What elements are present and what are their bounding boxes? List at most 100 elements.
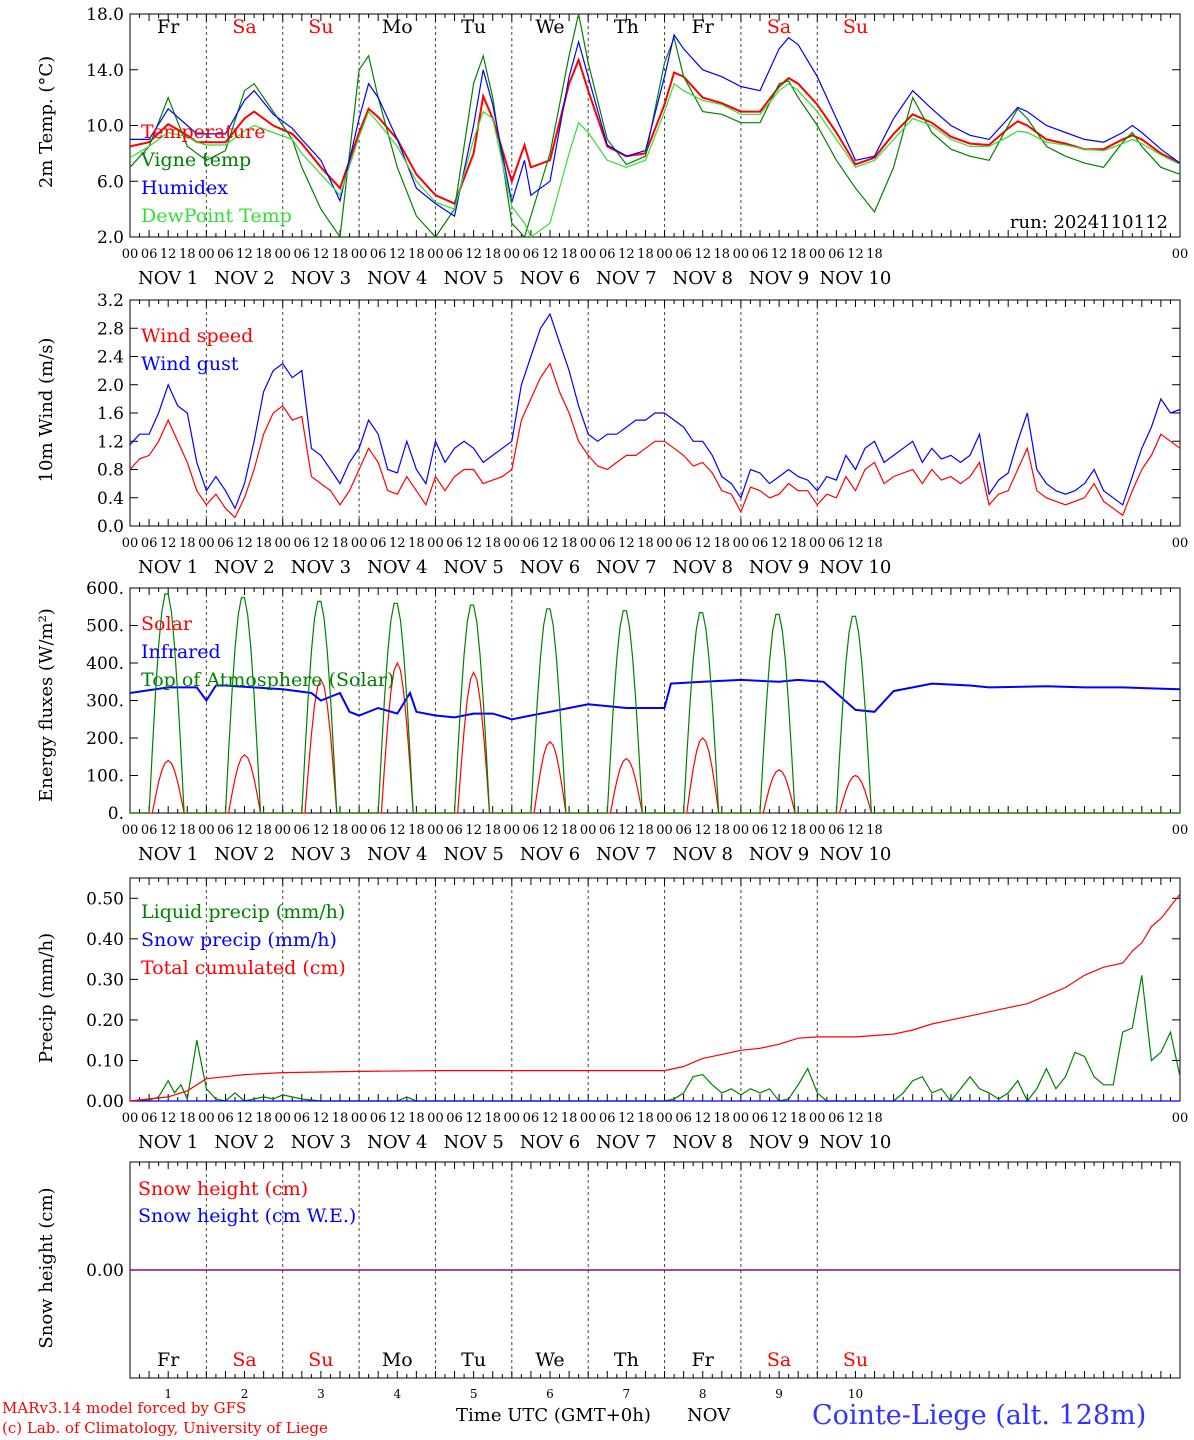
y-tick-label: 0.00 <box>86 1092 124 1112</box>
day-number: 2 <box>241 1387 249 1401</box>
hour-tick-label: 12 <box>160 823 177 838</box>
date-label: NOV 2 <box>214 844 274 865</box>
y-tick-label: 0.00 <box>86 1261 124 1281</box>
hour-tick-label: 18 <box>408 823 425 838</box>
hour-tick-label: 00 <box>809 536 826 551</box>
hour-tick-label: 18 <box>790 823 807 838</box>
hour-tick-label: 06 <box>294 536 311 551</box>
hour-tick-label: 06 <box>446 536 463 551</box>
day-name: Su <box>308 1349 333 1371</box>
hour-tick-label: 06 <box>217 1111 234 1126</box>
hour-tick-label: 00 <box>122 536 139 551</box>
hour-tick-label: 00 <box>580 1111 597 1126</box>
hour-tick-label: 12 <box>542 823 559 838</box>
hour-tick-label: 18 <box>255 1111 272 1126</box>
date-label: NOV 7 <box>596 268 656 289</box>
date-label: NOV 5 <box>443 557 503 578</box>
hour-tick-label: 00 <box>427 536 444 551</box>
day-name: Su <box>843 1349 868 1371</box>
hour-tick-label: 18 <box>866 1111 883 1126</box>
series-line <box>129 57 1181 205</box>
hour-tick-label: 12 <box>465 247 482 262</box>
hour-tick-label: 00 <box>1172 247 1189 262</box>
hour-tick-label: 12 <box>313 536 330 551</box>
date-label: NOV 6 <box>520 268 580 289</box>
hour-tick-label: 18 <box>179 536 196 551</box>
hour-tick-label: 06 <box>141 1111 158 1126</box>
hour-tick-label: 18 <box>484 823 501 838</box>
date-label: NOV 1 <box>138 268 198 289</box>
hour-tick-label: 06 <box>446 823 463 838</box>
hour-tick-label: 18 <box>714 247 731 262</box>
legend-entry: Snow precip (mm/h) <box>141 929 337 951</box>
series-line <box>129 82 1181 238</box>
day-name: Th <box>614 16 639 38</box>
y-axis-label: Snow height (cm) <box>36 1187 57 1348</box>
hour-tick-label: 18 <box>714 536 731 551</box>
hour-tick-label: 06 <box>752 1111 769 1126</box>
date-label: NOV 1 <box>138 844 198 865</box>
legend-entry: Top of Atmosphere (Solar) <box>141 669 394 691</box>
hour-tick-label: 00 <box>274 536 291 551</box>
station-title: Cointe-Liege (alt. 128m) <box>812 1400 1147 1431</box>
hour-tick-label: 06 <box>370 823 387 838</box>
hour-tick-label: 18 <box>790 536 807 551</box>
date-label: NOV 8 <box>673 557 733 578</box>
legend-entry: Solar <box>141 613 193 635</box>
date-label: NOV 3 <box>291 268 351 289</box>
hour-tick-label: 00 <box>198 536 215 551</box>
day-name: Mo <box>382 16 413 38</box>
hour-tick-label: 12 <box>389 536 406 551</box>
hour-tick-label: 18 <box>484 536 501 551</box>
hour-tick-label: 00 <box>351 1111 368 1126</box>
series-line <box>129 678 1181 721</box>
hour-tick-label: 00 <box>122 823 139 838</box>
hour-tick-label: 06 <box>599 247 616 262</box>
hour-tick-label: 00 <box>198 823 215 838</box>
date-label: NOV 4 <box>367 844 427 865</box>
date-label: NOV 4 <box>367 268 427 289</box>
hour-tick-label: 06 <box>752 536 769 551</box>
hour-tick-label: 12 <box>847 536 864 551</box>
day-name: Sa <box>232 16 256 38</box>
y-tick-label: 200. <box>86 729 124 749</box>
hour-tick-label: 12 <box>847 1111 864 1126</box>
hour-tick-label: 12 <box>618 1111 635 1126</box>
day-number: 5 <box>470 1387 478 1401</box>
day-name: Fr <box>692 16 715 38</box>
footer-time-label: Time UTC (GMT+0h) <box>456 1405 651 1426</box>
y-tick-label: 300. <box>86 692 124 712</box>
hour-tick-label: 00 <box>733 536 750 551</box>
hour-tick-label: 18 <box>255 247 272 262</box>
hour-tick-label: 12 <box>236 247 253 262</box>
hour-tick-label: 12 <box>847 823 864 838</box>
date-label: NOV 10 <box>820 844 892 865</box>
hour-tick-label: 18 <box>332 823 349 838</box>
legend-entry: Temperature <box>141 121 265 143</box>
date-label: NOV 8 <box>673 1132 733 1153</box>
hour-tick-label: 00 <box>122 247 139 262</box>
hour-tick-label: 12 <box>618 247 635 262</box>
date-label: NOV 9 <box>749 557 809 578</box>
y-tick-label: 100. <box>86 767 124 787</box>
hour-tick-label: 12 <box>542 1111 559 1126</box>
hour-tick-label: 12 <box>618 823 635 838</box>
day-name: Mo <box>382 1349 413 1371</box>
hour-tick-label: 06 <box>294 247 311 262</box>
legend-entry: Snow height (cm) <box>138 1178 308 1200</box>
date-label: NOV 2 <box>214 268 274 289</box>
y-tick-label: 0. <box>108 804 124 824</box>
hour-tick-label: 06 <box>599 823 616 838</box>
y-tick-label: 2.8 <box>97 319 124 339</box>
day-number: 7 <box>623 1387 631 1401</box>
hour-tick-label: 12 <box>542 247 559 262</box>
hour-tick-label: 12 <box>542 536 559 551</box>
y-tick-label: 0.40 <box>86 930 124 950</box>
date-label: NOV 9 <box>749 844 809 865</box>
y-tick-label: 1.6 <box>97 404 124 424</box>
hour-tick-label: 06 <box>446 1111 463 1126</box>
y-tick-label: 3.2 <box>97 291 124 311</box>
day-name: Tu <box>461 16 486 38</box>
hour-tick-label: 18 <box>561 1111 578 1126</box>
